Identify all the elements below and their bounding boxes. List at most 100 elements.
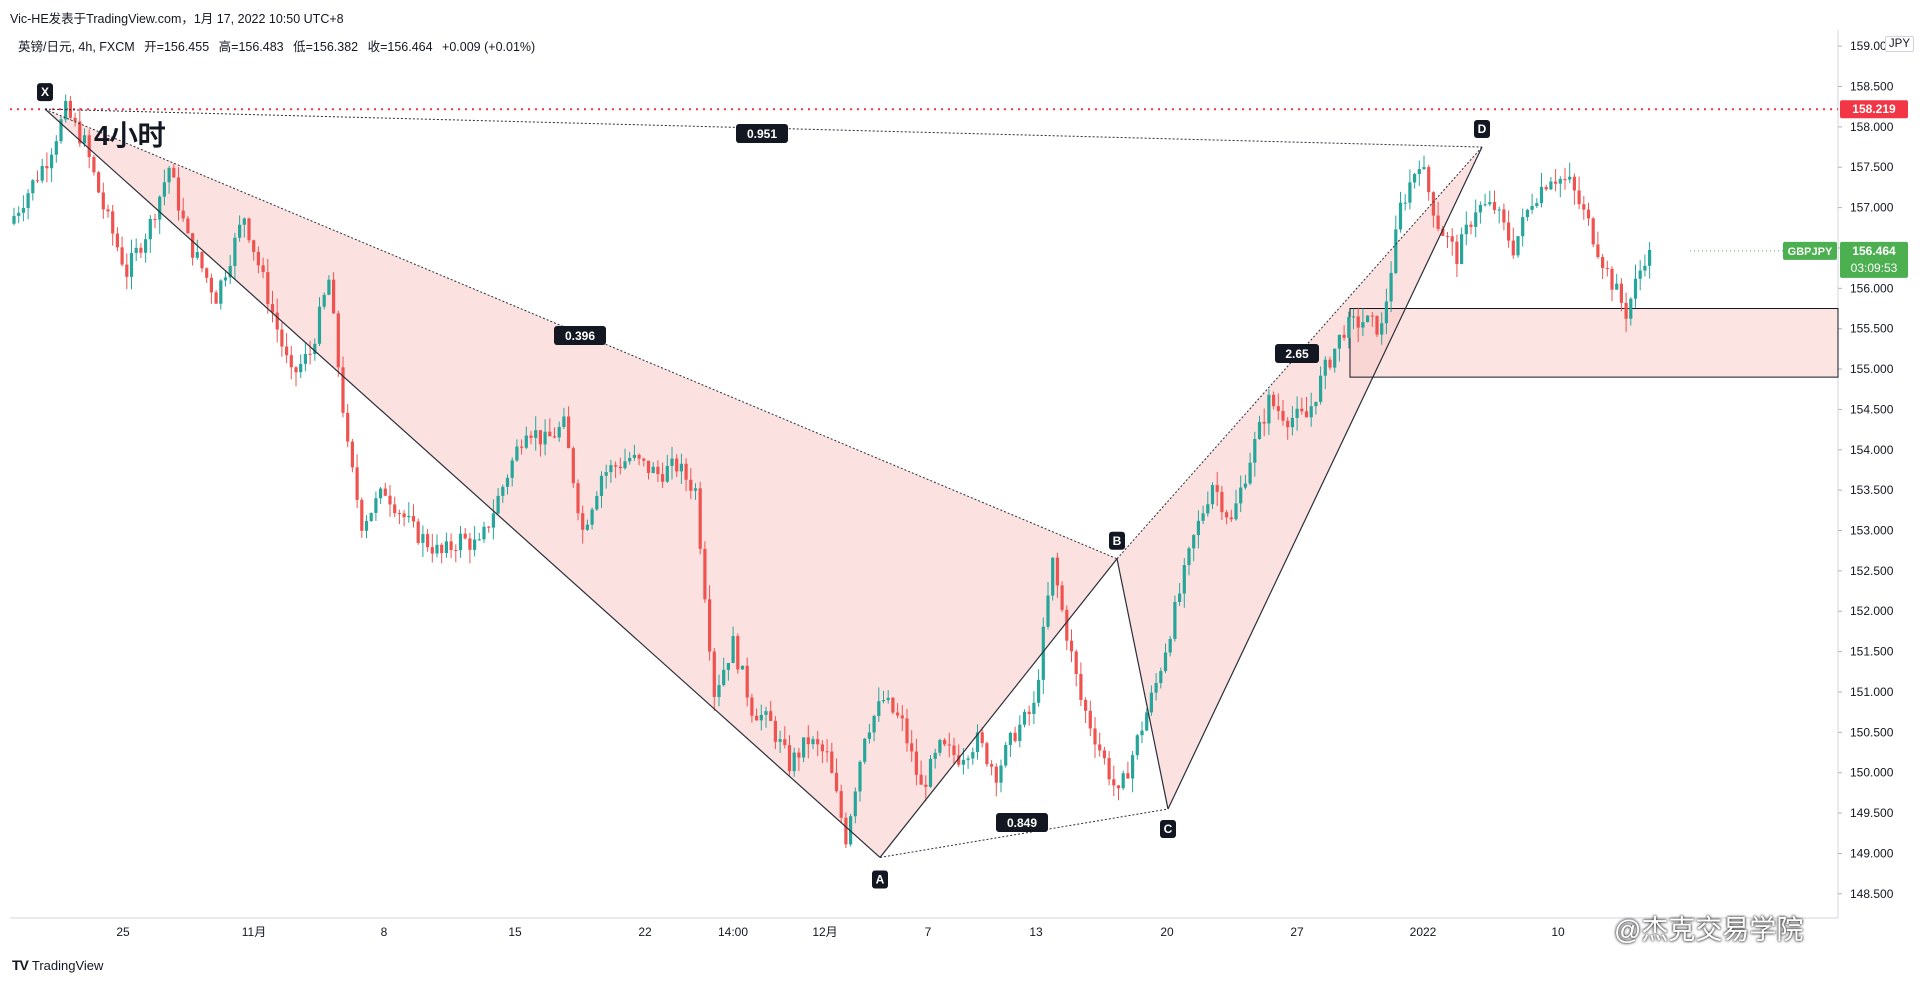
candle-body bbox=[1027, 711, 1031, 714]
candle-body bbox=[849, 816, 853, 845]
candle-body bbox=[191, 233, 195, 258]
candle-body bbox=[919, 774, 923, 785]
candle-body bbox=[787, 745, 792, 772]
candle-body bbox=[811, 739, 815, 745]
candle-body bbox=[50, 154, 54, 169]
ratio-xb-badge bbox=[554, 326, 606, 345]
candle-body bbox=[134, 247, 138, 254]
candle-body bbox=[125, 264, 129, 277]
candle-body bbox=[449, 541, 453, 550]
candle-body bbox=[416, 521, 420, 543]
last-price-badge[interactable] bbox=[1840, 241, 1908, 278]
price-tick-label: 152.500 bbox=[1850, 564, 1894, 578]
candle-body bbox=[1215, 485, 1219, 492]
candle-body bbox=[1257, 421, 1262, 439]
candle-body bbox=[1638, 270, 1642, 279]
candle-body bbox=[1596, 244, 1600, 258]
ratio-bd-badge bbox=[1275, 344, 1319, 363]
demand-zone[interactable] bbox=[1349, 308, 1839, 378]
candle-body bbox=[228, 265, 232, 278]
time-tick-label: 11月 bbox=[242, 925, 266, 939]
candle-body bbox=[181, 210, 185, 219]
candle-body bbox=[740, 665, 745, 670]
candle-body bbox=[609, 465, 613, 473]
candle-body bbox=[313, 343, 317, 355]
candle-body bbox=[468, 538, 472, 550]
candle-body bbox=[1403, 202, 1407, 204]
candle-body bbox=[806, 737, 810, 745]
candle-body bbox=[1572, 176, 1576, 191]
candle-body bbox=[1055, 557, 1059, 586]
resistance-price-badge[interactable] bbox=[1840, 100, 1908, 119]
candle-body bbox=[491, 513, 495, 528]
candle-body bbox=[1366, 315, 1370, 323]
candle-body bbox=[294, 367, 298, 373]
candle-body bbox=[473, 539, 477, 550]
candle-body bbox=[693, 488, 698, 491]
candle-body bbox=[1530, 205, 1534, 210]
candle-body bbox=[1610, 268, 1614, 290]
candle-body bbox=[1046, 595, 1050, 627]
price-tick-label: 149.000 bbox=[1850, 846, 1894, 860]
candle-body bbox=[703, 548, 707, 600]
candle-body bbox=[830, 751, 834, 773]
candle-body bbox=[1163, 652, 1168, 672]
candle-body bbox=[975, 732, 980, 753]
candle-body bbox=[755, 715, 759, 721]
candle-body bbox=[1586, 209, 1591, 219]
point-x-badge[interactable] bbox=[37, 83, 53, 102]
symbol-label[interactable]: 英镑/日元, 4h, FXCM bbox=[18, 40, 135, 54]
candle-body bbox=[1051, 557, 1055, 596]
price-tick-label: 158.500 bbox=[1850, 80, 1894, 94]
candle-body bbox=[1032, 702, 1036, 714]
candle-body bbox=[1243, 483, 1247, 488]
ratio-xd-badge bbox=[736, 124, 788, 143]
candle-body bbox=[332, 279, 336, 314]
candle-body bbox=[632, 454, 636, 458]
candle-body bbox=[247, 218, 251, 241]
candle-body bbox=[910, 743, 914, 752]
leg-ab bbox=[879, 558, 1118, 858]
candle-body bbox=[219, 280, 223, 304]
leg-xa bbox=[44, 108, 881, 858]
candle-body bbox=[938, 740, 942, 753]
candle-body bbox=[1102, 750, 1106, 759]
price-tick-label: 152.000 bbox=[1850, 604, 1894, 618]
candle-body bbox=[1591, 218, 1595, 245]
tradingview-logo[interactable]: TV TradingView bbox=[12, 957, 103, 973]
candle-body bbox=[426, 534, 430, 548]
candle-body bbox=[1041, 626, 1045, 680]
candle-body bbox=[106, 209, 110, 212]
candle-body bbox=[943, 740, 947, 745]
candle-body bbox=[369, 512, 373, 522]
channel-watermark: @杰克交易学院 bbox=[1614, 915, 1804, 945]
candle-body bbox=[1413, 174, 1417, 183]
tradingview-logo-icon: TV bbox=[12, 957, 29, 973]
candle-body bbox=[1624, 302, 1628, 319]
point-a-badge[interactable] bbox=[872, 870, 888, 889]
candle-body bbox=[726, 663, 730, 670]
candle-body bbox=[778, 739, 782, 742]
candle-body bbox=[421, 534, 425, 543]
point-d-badge[interactable] bbox=[1474, 120, 1490, 139]
candle-body bbox=[1342, 334, 1346, 338]
currency-label[interactable]: JPY bbox=[1884, 36, 1914, 52]
price-tick-label: 158.000 bbox=[1850, 120, 1894, 134]
candle-body bbox=[1060, 585, 1064, 610]
point-b-badge[interactable] bbox=[1109, 531, 1125, 550]
candle-body bbox=[769, 711, 773, 721]
candle-body bbox=[1084, 699, 1088, 711]
candle-body bbox=[505, 477, 510, 487]
candle-body bbox=[1272, 394, 1276, 407]
candle-body bbox=[1290, 417, 1294, 428]
candle-body bbox=[853, 791, 857, 817]
candle-body bbox=[834, 772, 839, 792]
ratio-xb-label: 0.396 bbox=[565, 329, 595, 343]
candle-body bbox=[1319, 375, 1323, 402]
candle-body bbox=[1629, 298, 1633, 319]
candle-body bbox=[712, 651, 716, 698]
candle-body bbox=[1225, 512, 1229, 518]
point-c-badge[interactable] bbox=[1160, 820, 1176, 839]
candle-body bbox=[238, 224, 242, 238]
